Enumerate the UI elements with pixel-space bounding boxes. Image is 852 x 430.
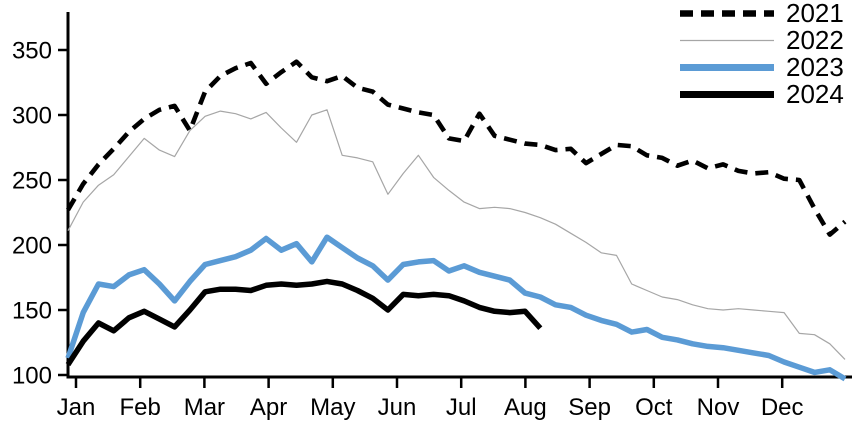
x-tick-label: Oct [635,394,673,421]
series-line-2021 [66,59,847,237]
x-tick-label: May [310,394,355,421]
y-tick-label: 350 [12,38,52,65]
x-tick-label: Dec [761,394,804,421]
y-tick-label: 250 [12,168,52,195]
x-tick-label: Mar [184,394,225,421]
series-line-2022 [67,109,846,360]
legend-item-2022: 2022 [680,27,848,54]
x-tick-label: Apr [250,394,287,421]
x-tick-label: Jan [57,394,96,421]
x-tick-label: Sep [568,394,611,421]
legend-label: 2021 [786,0,844,28]
y-tick-label: 150 [12,298,52,325]
legend-label: 2023 [786,52,844,82]
legend-label: 2022 [786,25,844,55]
chart-legend: 2021 2022 2023 2024 [680,0,848,108]
legend-line-thick-black [680,91,774,98]
x-tick-label: Aug [504,394,547,421]
x-tick-label: Jun [378,394,417,421]
y-tick-label: 200 [12,233,52,260]
legend-line-thick-blue [680,64,774,71]
legend-line-dashed-black [680,10,774,17]
legend-line-thin-gray [680,39,774,42]
x-tick-label: Nov [697,394,740,421]
legend-item-2023: 2023 [680,54,848,81]
y-tick-label: 300 [12,103,52,130]
series-line-2023 [65,234,847,382]
legend-label: 2024 [786,79,844,109]
x-tick-label: Jul [446,394,477,421]
y-tick-label: 100 [12,363,52,390]
x-tick-label: Feb [120,394,161,421]
legend-item-2024: 2024 [680,81,848,108]
legend-item-2021: 2021 [680,0,848,27]
series-line-2024 [65,278,543,367]
